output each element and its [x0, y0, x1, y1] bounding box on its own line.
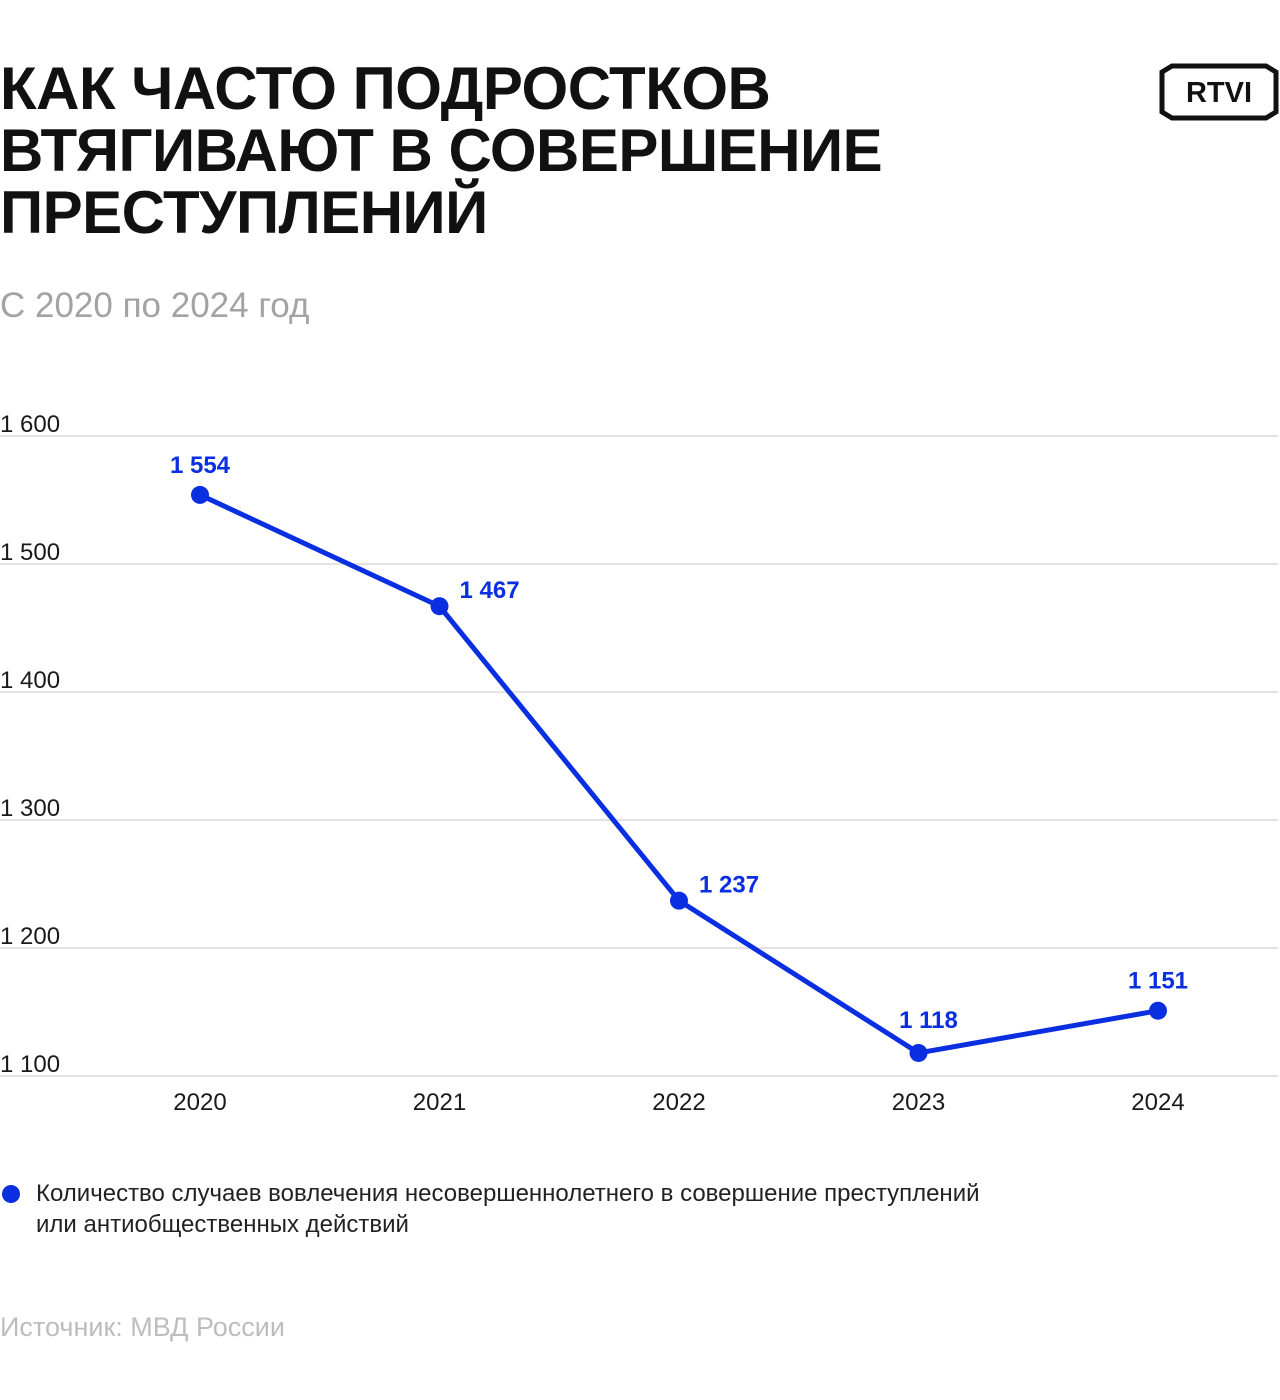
- y-tick-label: 1 200: [0, 923, 60, 950]
- x-tick-label: 2021: [413, 1089, 466, 1116]
- x-tick-label: 2022: [652, 1089, 705, 1116]
- x-axis-ticks: 2020 2021 2022 2023 2024: [173, 1089, 1184, 1116]
- grid-layer: [0, 435, 1278, 1077]
- y-tick-label: 1 300: [0, 795, 60, 822]
- data-point: [909, 1043, 928, 1062]
- data-label: 1 237: [699, 872, 759, 899]
- source-note: Источник: МВД России: [0, 1312, 285, 1342]
- chart-subtitle: С 2020 по 2024 год: [0, 286, 310, 325]
- title-line-2: ВТЯГИВАЮТ В СОВЕРШЕНИЕ: [0, 117, 883, 184]
- y-axis-ticks: 1 600 1 500 1 400 1 300 1 200 1 100: [0, 411, 60, 1078]
- data-point: [1149, 1001, 1167, 1020]
- logo-text: RTVI: [1186, 77, 1252, 109]
- y-tick-label: 1 400: [0, 667, 60, 694]
- x-tick-label: 2023: [892, 1089, 945, 1116]
- title-line-3: ПРЕСТУПЛЕНИЙ: [0, 179, 488, 246]
- series-layer: 1 554 1 467 1 237 1 118 1 151: [170, 452, 1188, 1062]
- data-label: 1 151: [1128, 968, 1188, 995]
- x-tick-label: 2020: [173, 1089, 226, 1116]
- chart-title: КАК ЧАСТО ПОДРОСТКОВ ВТЯГИВАЮТ В СОВЕРШЕ…: [0, 58, 1000, 244]
- data-point: [191, 485, 209, 504]
- data-label: 1 554: [170, 452, 231, 479]
- data-label: 1 467: [460, 577, 520, 604]
- legend-label: Количество случаев вовлечения несовершен…: [36, 1180, 980, 1238]
- data-point: [670, 891, 688, 910]
- y-tick-label: 1 100: [0, 1051, 60, 1078]
- rtvi-logo: RTVI: [1159, 63, 1279, 121]
- x-tick-label: 2024: [1131, 1089, 1184, 1116]
- data-point: [430, 597, 449, 616]
- series-line: [197, 492, 1161, 1056]
- y-tick-label: 1 500: [0, 539, 60, 566]
- legend-marker: [2, 1185, 20, 1203]
- y-tick-label: 1 600: [0, 411, 60, 438]
- data-label: 1 118: [899, 1007, 958, 1034]
- title-line-1: КАК ЧАСТО ПОДРОСТКОВ: [0, 55, 771, 122]
